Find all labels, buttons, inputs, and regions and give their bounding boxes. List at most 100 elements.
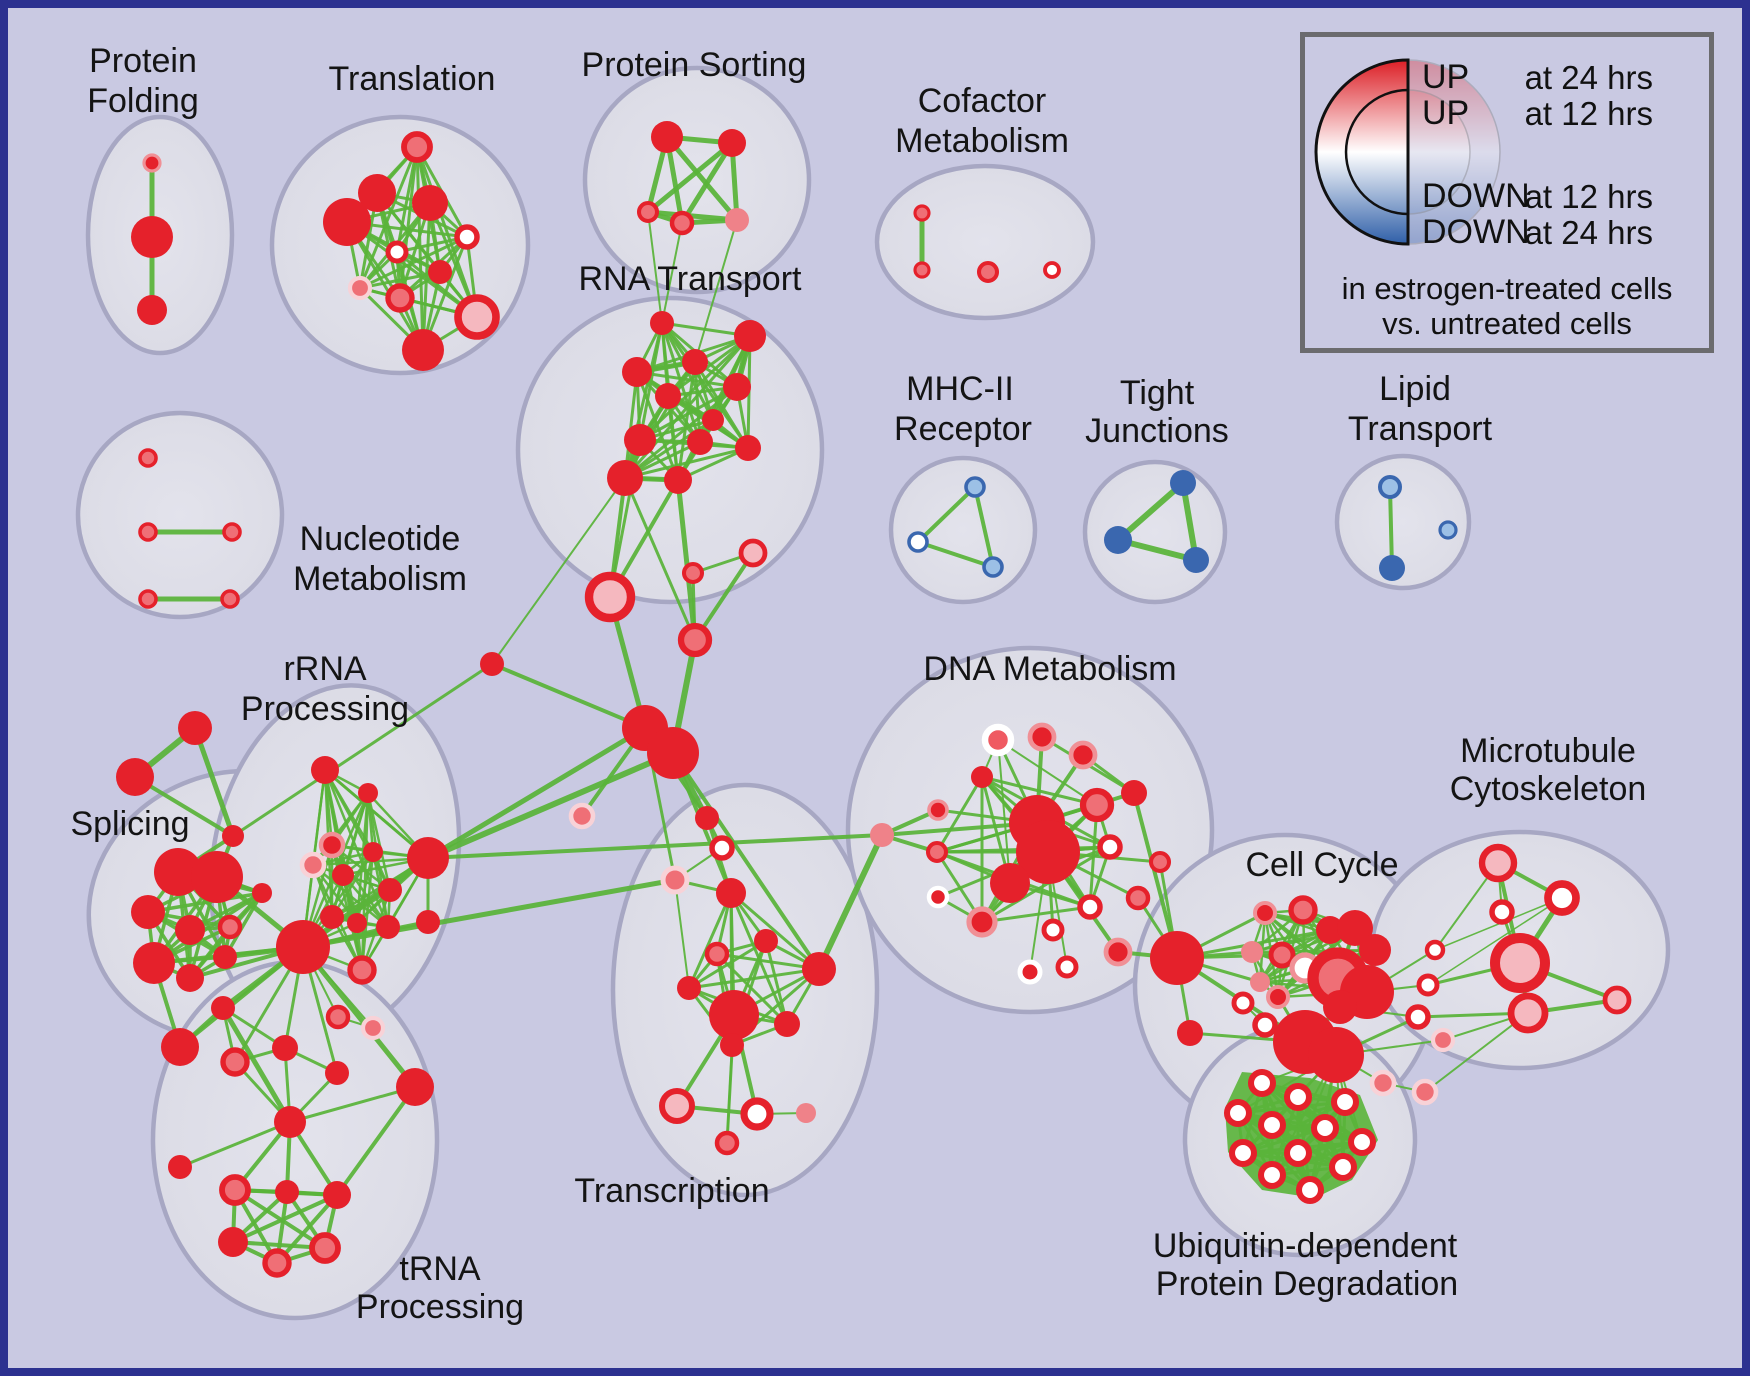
gene-node[interactable] [402, 329, 444, 371]
gene-node[interactable] [272, 1035, 298, 1061]
gene-node[interactable] [276, 920, 330, 974]
gene-node[interactable] [636, 200, 660, 224]
gene-node[interactable] [211, 996, 235, 1020]
gene-node[interactable] [347, 913, 367, 933]
gene-node[interactable] [1223, 1098, 1253, 1128]
gene-node[interactable] [178, 711, 212, 745]
gene-node[interactable] [1231, 991, 1255, 1015]
gene-node[interactable] [669, 210, 695, 236]
gene-node[interactable] [1379, 555, 1405, 581]
gene-node[interactable] [664, 466, 692, 494]
gene-node[interactable] [142, 153, 162, 173]
gene-node[interactable] [927, 799, 949, 821]
gene-node[interactable] [1077, 894, 1103, 920]
gene-node[interactable] [1257, 1160, 1287, 1190]
gene-node[interactable] [358, 174, 396, 212]
gene-node[interactable] [907, 531, 929, 553]
gene-node[interactable] [1323, 990, 1357, 1024]
gene-node[interactable] [716, 878, 746, 908]
gene-node[interactable] [659, 1088, 695, 1124]
gene-node[interactable] [1266, 985, 1290, 1009]
gene-node[interactable] [1104, 526, 1132, 554]
gene-node[interactable] [1125, 885, 1151, 911]
gene-node[interactable] [176, 964, 204, 992]
gene-node[interactable] [1544, 880, 1580, 916]
gene-node[interactable] [385, 240, 409, 264]
gene-node[interactable] [1378, 475, 1402, 499]
gene-node[interactable] [913, 204, 931, 222]
gene-node[interactable] [138, 522, 158, 542]
gene-node[interactable] [1490, 933, 1550, 993]
gene-node[interactable] [1411, 1078, 1439, 1106]
gene-node[interactable] [796, 1103, 816, 1123]
gene-node[interactable] [647, 727, 699, 779]
gene-node[interactable] [1288, 895, 1318, 925]
gene-node[interactable] [718, 129, 746, 157]
gene-node[interactable] [218, 1227, 248, 1257]
gene-node[interactable] [1170, 470, 1196, 496]
gene-node[interactable] [213, 945, 237, 969]
gene-node[interactable] [709, 835, 735, 861]
gene-node[interactable] [138, 589, 158, 609]
gene-node[interactable] [1438, 520, 1458, 540]
gene-node[interactable] [320, 905, 344, 929]
gene-node[interactable] [1017, 959, 1043, 985]
gene-node[interactable] [222, 522, 242, 542]
gene-node[interactable] [252, 883, 272, 903]
gene-node[interactable] [981, 723, 1015, 757]
gene-node[interactable] [1177, 1020, 1203, 1046]
gene-node[interactable] [138, 448, 158, 468]
gene-node[interactable] [1478, 843, 1518, 883]
gene-node[interactable] [1416, 973, 1440, 997]
gene-node[interactable] [735, 435, 761, 461]
gene-node[interactable] [1016, 820, 1080, 884]
gene-node[interactable] [1316, 916, 1344, 944]
gene-node[interactable] [1121, 780, 1147, 806]
gene-node[interactable] [222, 825, 244, 847]
gene-node[interactable] [161, 1028, 199, 1066]
gene-node[interactable] [1097, 834, 1123, 860]
gene-node[interactable] [568, 802, 596, 830]
gene-node[interactable] [416, 910, 440, 934]
gene-node[interactable] [1150, 931, 1204, 985]
gene-node[interactable] [1068, 740, 1098, 770]
gene-node[interactable] [660, 865, 690, 895]
gene-node[interactable] [219, 1174, 251, 1206]
gene-node[interactable] [191, 851, 243, 903]
gene-node[interactable] [723, 373, 751, 401]
gene-node[interactable] [347, 955, 377, 985]
gene-node[interactable] [990, 863, 1030, 903]
gene-node[interactable] [318, 831, 346, 859]
gene-node[interactable] [133, 942, 175, 984]
gene-node[interactable] [1043, 261, 1061, 279]
gene-node[interactable] [137, 295, 167, 325]
gene-node[interactable] [1079, 787, 1115, 823]
gene-node[interactable] [1489, 899, 1515, 925]
gene-node[interactable] [363, 842, 383, 862]
gene-node[interactable] [154, 848, 202, 896]
gene-node[interactable] [323, 198, 371, 246]
gene-node[interactable] [802, 952, 836, 986]
gene-node[interactable] [1148, 850, 1172, 874]
gene-node[interactable] [734, 320, 766, 352]
gene-node[interactable] [982, 556, 1004, 578]
gene-node[interactable] [677, 976, 701, 1000]
gene-node[interactable] [1359, 934, 1391, 966]
gene-node[interactable] [325, 1004, 351, 1030]
gene-node[interactable] [168, 1155, 192, 1179]
gene-node[interactable] [1328, 1152, 1358, 1182]
gene-node[interactable] [1183, 547, 1209, 573]
gene-node[interactable] [774, 1011, 800, 1037]
gene-node[interactable] [1253, 901, 1277, 925]
gene-node[interactable] [754, 929, 778, 953]
gene-node[interactable] [1041, 918, 1065, 942]
gene-node[interactable] [1337, 910, 1373, 946]
gene-node[interactable] [1369, 1069, 1397, 1097]
gene-node[interactable] [624, 424, 656, 456]
gene-node[interactable] [695, 806, 719, 830]
gene-node[interactable] [1055, 955, 1079, 979]
gene-node[interactable] [347, 275, 373, 301]
gene-node[interactable] [299, 851, 327, 879]
gene-node[interactable] [325, 1061, 349, 1085]
gene-node[interactable] [309, 1232, 341, 1264]
